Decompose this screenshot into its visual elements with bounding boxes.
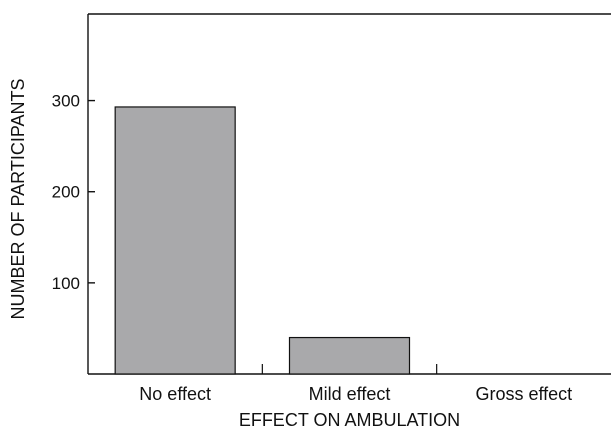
y-tick-label: 100 <box>52 274 80 293</box>
bar-no-effect <box>114 106 236 375</box>
x-axis-title: EFFECT ON AMBULATION <box>239 410 460 430</box>
y-tick-label: 200 <box>52 183 80 202</box>
y-axis-title: NUMBER OF PARTICIPANTS <box>8 78 28 319</box>
category-label: Gross effect <box>475 384 572 404</box>
y-axis-ticks: 100 200 300 <box>52 92 95 293</box>
bars <box>114 106 411 375</box>
category-label: No effect <box>139 384 211 404</box>
bar-mild-effect <box>288 336 411 375</box>
category-label: Mild effect <box>309 384 391 404</box>
y-tick-label: 300 <box>52 92 80 111</box>
x-axis-categories: No effect Mild effect Gross effect <box>139 364 572 404</box>
